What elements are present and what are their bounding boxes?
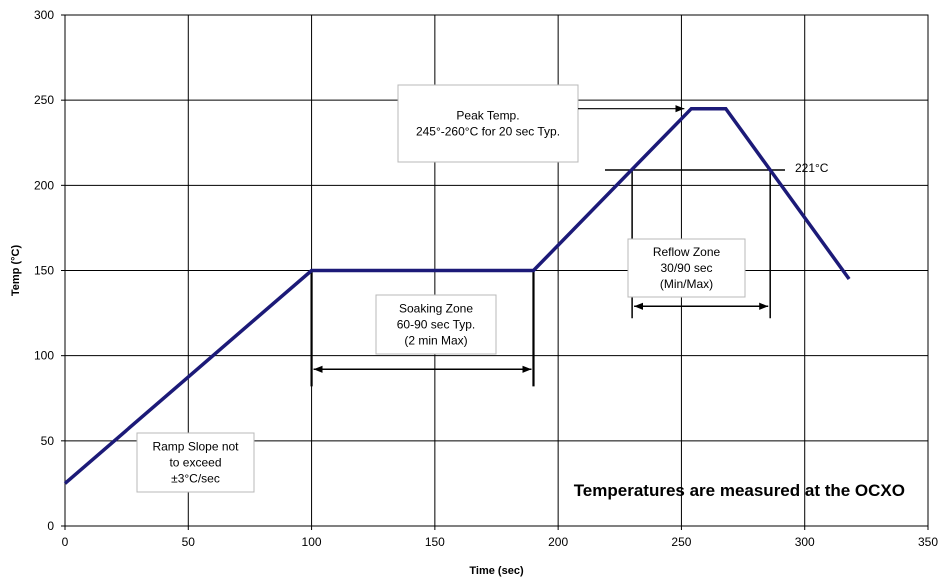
y-tick-label: 250	[34, 93, 54, 107]
reflow-zone-annotation-line: (Min/Max)	[660, 277, 713, 291]
peak-temp-annotation-line: Peak Temp.	[456, 109, 519, 123]
peak-temp-annotation: Peak Temp. 245°-260°C for 20 sec Typ.	[397, 84, 579, 163]
y-tick-label: 100	[34, 349, 54, 363]
reference-line-221: 221°C	[604, 161, 829, 175]
y-tick-label: 200	[34, 178, 54, 192]
ramp-slope-annotation-box	[136, 432, 255, 493]
x-tick-label: 350	[918, 535, 938, 549]
soaking-zone-annotation-line: (2 min Max)	[404, 334, 467, 348]
profile-line	[63, 106, 851, 485]
x-tick-label: 200	[548, 535, 568, 549]
reflow-zone-annotation: Reflow Zone 30/90 sec (Min/Max)	[627, 238, 746, 298]
annotations: Peak Temp. 245°-260°C for 20 sec Typ. Soak…	[136, 84, 746, 493]
y-tick-label: 300	[34, 8, 54, 22]
soaking-zone-annotation: Soaking Zone 60-90 sec Typ. (2 min Max)	[375, 294, 497, 355]
ramp-slope-annotation-line: to exceed	[169, 456, 221, 470]
soaking-zone-annotation-line: 60-90 sec Typ.	[397, 318, 476, 332]
y-axis-title: Temp (°C)	[10, 245, 22, 297]
x-tick-label: 300	[795, 535, 815, 549]
x-tick-label: 150	[425, 535, 445, 549]
x-tick-label: 100	[302, 535, 322, 549]
reflow-zone-annotation-box	[627, 238, 746, 298]
soaking-zone-annotation-line: Soaking Zone	[399, 302, 473, 316]
reflow-zone-annotation-line: Reflow Zone	[653, 245, 721, 259]
ramp-slope-annotation: Ramp Slope not to exceed ±3°C/sec	[136, 432, 255, 493]
measurement-note: Temperatures are measured at the OCXO	[574, 481, 905, 500]
y-tick-labels: 0 50 100 150 200 250 300	[34, 8, 54, 533]
reference-line-label: 221°C	[795, 161, 829, 175]
plot-border	[64, 14, 929, 527]
reflow-zone-annotation-line: 30/90 sec	[660, 261, 712, 275]
x-tick-label: 0	[62, 535, 69, 549]
peak-temp-annotation-box	[397, 84, 579, 163]
peak-temp-annotation-line: 245°-260°C for 20 sec Typ.	[416, 125, 560, 139]
y-tick-label: 150	[34, 264, 54, 278]
x-tick-label: 250	[671, 535, 691, 549]
x-axis-title: Time (sec)	[469, 565, 524, 577]
temperature-profile-series	[63, 106, 851, 485]
ramp-slope-annotation-line: ±3°C/sec	[171, 472, 220, 486]
ramp-slope-annotation-line: Ramp Slope not	[152, 440, 239, 454]
soaking-zone-annotation-box	[375, 294, 497, 355]
y-tick-label: 0	[47, 519, 54, 533]
y-tick-label: 50	[41, 434, 55, 448]
x-tick-label: 50	[182, 535, 196, 549]
x-tick-labels: 0 50 100 150 200 250 300 350	[62, 535, 939, 549]
